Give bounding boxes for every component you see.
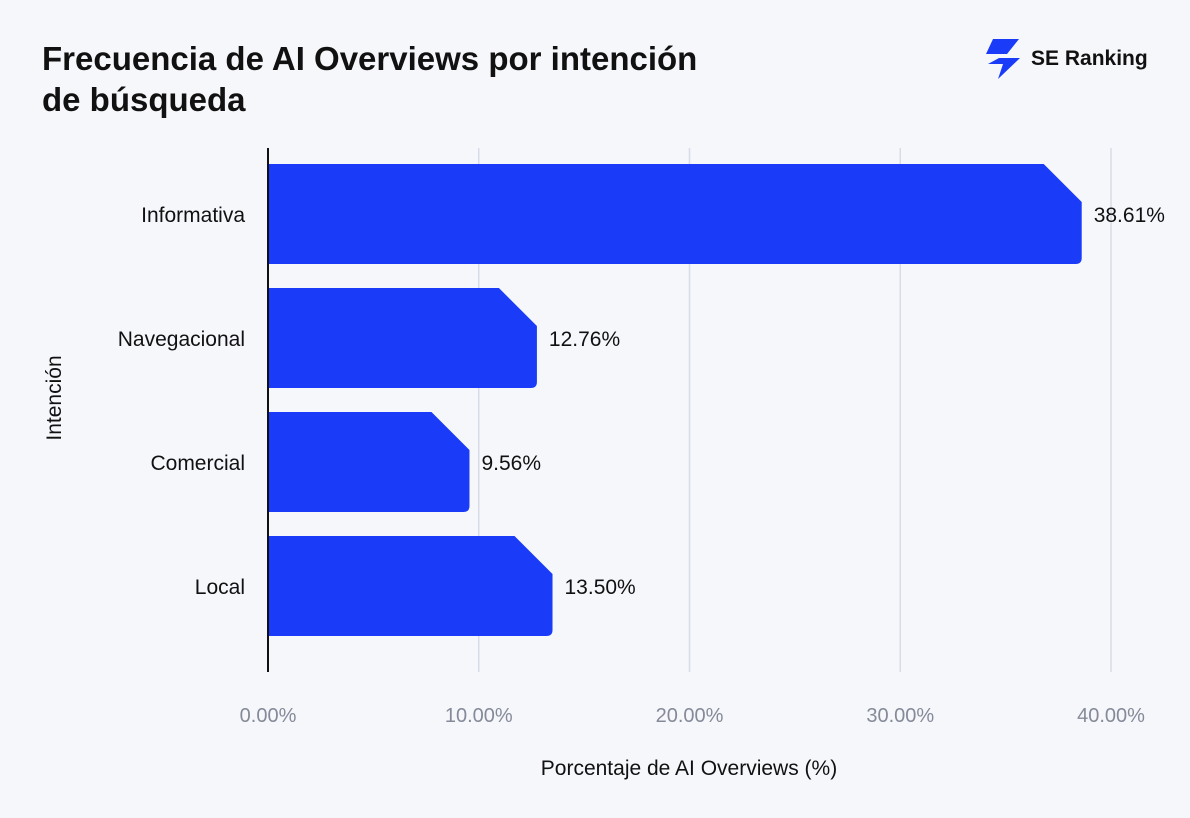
brand-name: SE Ranking [1031,47,1148,70]
bar [268,412,470,512]
data-label: 9.56% [481,452,541,475]
x-tick-label: 40.00% [1077,705,1145,727]
bar [268,164,1082,264]
data-label: 12.76% [549,328,620,351]
x-tick-label: 20.00% [656,705,724,727]
labels: 0.00% 10.00% 20.00% 30.00% 40.00% Informativa… [118,204,1165,727]
y-tick-label: Navegacional [118,328,245,351]
data-label: 38.61% [1094,204,1165,227]
y-axis-title: Intención [43,355,66,440]
se-ranking-bolt-icon [986,39,1020,79]
chart-title-line-1: Frecuencia de AI Overviews por intención [42,40,698,77]
chart-title-line-2: de búsqueda [42,81,246,118]
chart-title: Frecuencia de AI Overviews por intención… [42,38,802,120]
x-tick-label: 30.00% [866,705,934,727]
bar [268,536,553,636]
y-tick-label: Informativa [141,204,245,227]
data-label: 13.50% [565,576,636,599]
y-tick-label: Comercial [150,452,245,475]
brand-logo: SE Ranking [985,38,1148,80]
x-tick-label: 0.00% [240,705,297,727]
x-tick-label: 10.00% [445,705,513,727]
y-tick-label: Local [195,576,245,599]
bars [268,164,1082,636]
bar [268,288,537,388]
x-axis-title: Porcentaje de AI Overviews (%) [541,757,837,780]
